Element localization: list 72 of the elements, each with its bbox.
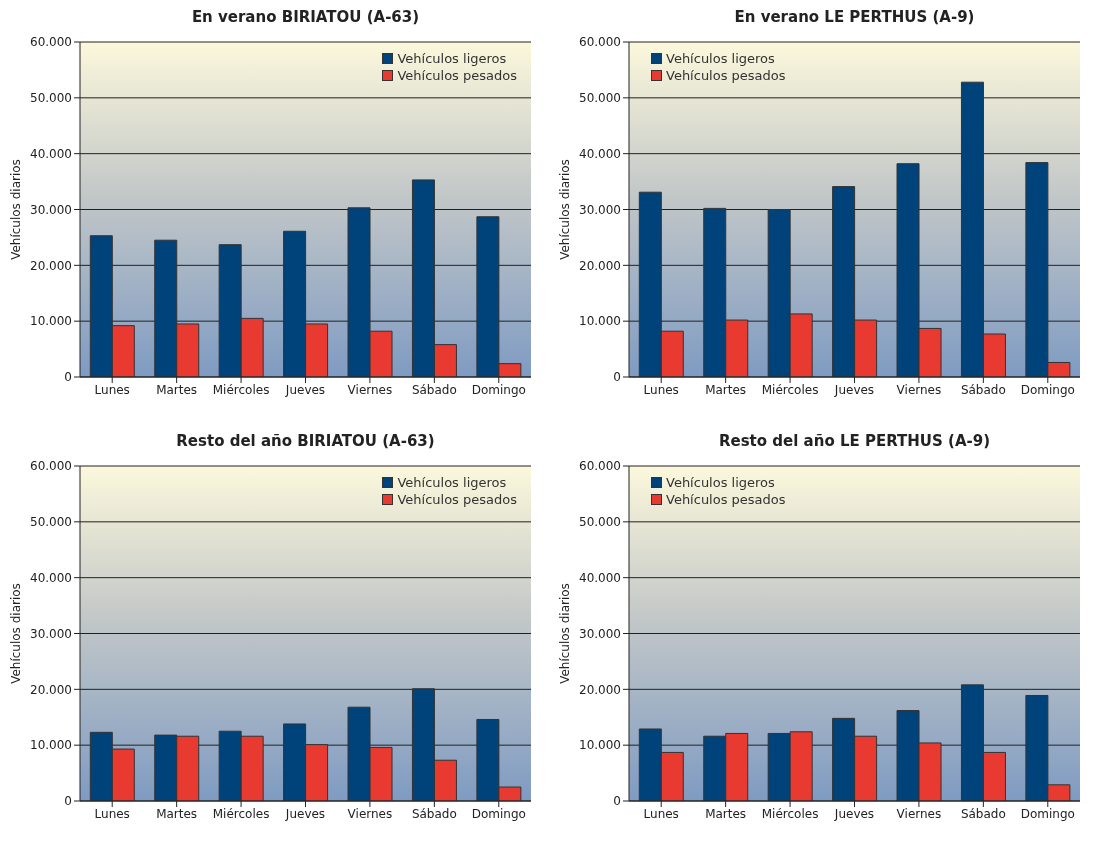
legend-label: Vehículos ligeros	[397, 50, 507, 67]
legend-label: Vehículos pesados	[666, 67, 786, 84]
y-tick-label: 60.000	[579, 459, 621, 474]
y-tick-label: 10.000	[30, 738, 72, 753]
y-tick-label: 30.000	[30, 202, 72, 217]
y-tick-label: 0	[64, 370, 72, 385]
y-tick-label: 20.000	[579, 682, 621, 697]
y-tick-label: 10.000	[579, 314, 621, 329]
y-tick-label: 40.000	[579, 146, 621, 161]
x-tick-label: Martes	[705, 806, 747, 821]
y-tick-label: 10.000	[30, 314, 72, 329]
x-tick-label: Domingo	[1020, 382, 1075, 397]
x-tick-label: Lunes	[94, 382, 130, 397]
x-tick-label: Sábado	[411, 382, 457, 397]
legend-label: Vehículos ligeros	[397, 474, 507, 491]
legend-label: Vehículos ligeros	[666, 50, 775, 67]
y-tick-label: 0	[64, 794, 72, 809]
x-tick-label: Miércoles	[761, 382, 819, 397]
chart-title: En verano LE PERTHUS (A-9)	[733, 8, 976, 28]
legend-label: Vehículos pesados	[397, 491, 517, 508]
y-tick-label: 0	[613, 370, 621, 385]
x-tick-label: Domingo	[471, 382, 526, 397]
y-axis-title: Vehículos diarios	[558, 159, 573, 260]
x-tick-label: Viernes	[347, 382, 393, 397]
y-tick-label: 20.000	[579, 258, 621, 273]
y-tick-label: 10.000	[579, 738, 621, 753]
x-tick-label: Jueves	[833, 382, 875, 397]
y-tick-label: 60.000	[579, 35, 621, 50]
x-tick-label: Viernes	[347, 806, 393, 821]
x-tick-label: Martes	[156, 382, 198, 397]
x-tick-label: Viernes	[896, 382, 942, 397]
y-axis-title: Vehículos diarios	[9, 583, 24, 684]
x-tick-label: Martes	[705, 382, 747, 397]
y-tick-label: 20.000	[30, 682, 72, 697]
y-tick-label: 30.000	[30, 626, 72, 641]
y-tick-label: 50.000	[579, 91, 621, 106]
y-tick-label: 50.000	[579, 515, 621, 530]
x-tick-label: Jueves	[284, 806, 326, 821]
x-tick-label: Miércoles	[761, 806, 819, 821]
x-tick-label: Martes	[156, 806, 198, 821]
y-tick-label: 50.000	[30, 515, 72, 530]
y-tick-label: 60.000	[30, 459, 72, 474]
y-tick-label: 40.000	[30, 146, 72, 161]
x-tick-label: Lunes	[643, 806, 679, 821]
x-tick-label: Viernes	[896, 806, 942, 821]
legend-label: Vehículos pesados	[666, 491, 786, 508]
y-axis-title: Vehículos diarios	[558, 583, 573, 684]
y-axis-title: Vehículos diarios	[9, 159, 24, 260]
y-tick-label: 0	[613, 794, 621, 809]
chart-title: Resto del año BIRIATOU (A-63)	[175, 432, 436, 452]
legend-label: Vehículos pesados	[397, 67, 517, 84]
x-tick-label: Lunes	[643, 382, 679, 397]
y-tick-label: 20.000	[30, 258, 72, 273]
y-tick-label: 40.000	[579, 570, 621, 585]
chart-title: Resto del año LE PERTHUS (A-9)	[717, 432, 992, 452]
x-tick-label: Jueves	[284, 382, 326, 397]
chart-title: En verano BIRIATOU (A-63)	[190, 8, 421, 28]
x-tick-label: Domingo	[471, 806, 526, 821]
x-tick-label: Jueves	[833, 806, 875, 821]
y-tick-label: 30.000	[579, 202, 621, 217]
y-tick-label: 50.000	[30, 91, 72, 106]
y-tick-label: 30.000	[579, 626, 621, 641]
x-tick-label: Miércoles	[212, 806, 270, 821]
legend-label: Vehículos ligeros	[666, 474, 775, 491]
y-tick-label: 40.000	[30, 570, 72, 585]
y-tick-label: 60.000	[30, 35, 72, 50]
x-tick-label: Sábado	[960, 382, 1006, 397]
x-tick-label: Lunes	[94, 806, 130, 821]
x-tick-label: Miércoles	[212, 382, 270, 397]
x-tick-label: Sábado	[960, 806, 1006, 821]
x-tick-label: Domingo	[1020, 806, 1075, 821]
x-tick-label: Sábado	[411, 806, 457, 821]
